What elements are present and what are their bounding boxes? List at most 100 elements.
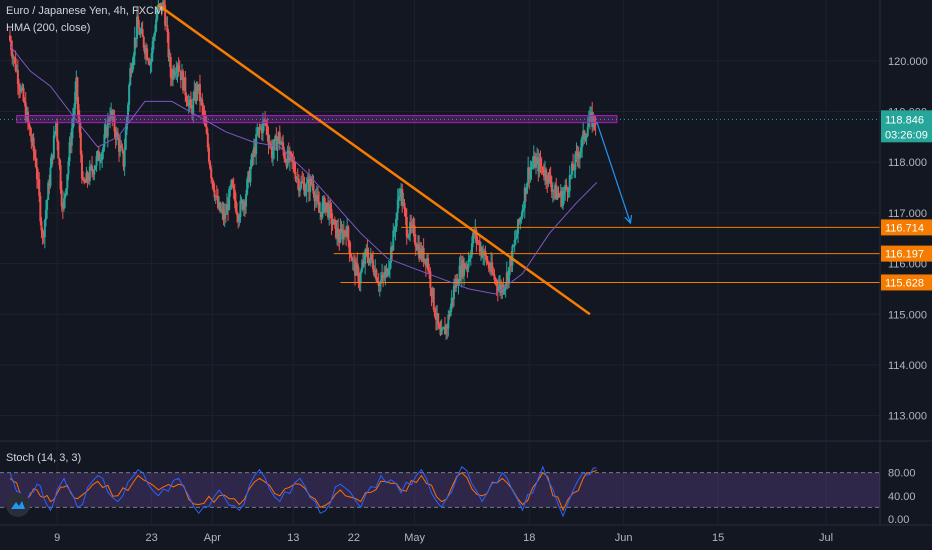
level-tag-label: 115.628 — [885, 277, 924, 289]
projection-arrow — [596, 121, 631, 224]
candle-body — [544, 169, 547, 177]
candle-body — [213, 189, 216, 198]
candle-body — [488, 268, 491, 271]
candle-body — [573, 169, 576, 171]
candle-body — [182, 71, 185, 91]
candle-body — [396, 199, 399, 214]
candle-body — [9, 35, 11, 41]
candle-body — [60, 189, 63, 207]
candle-body — [555, 184, 558, 200]
candle-body — [12, 57, 15, 59]
symbol-legend[interactable]: Euro / Japanese Yen, 4h, FXCM — [6, 5, 164, 17]
candle-body — [97, 151, 100, 161]
candle-body — [537, 157, 540, 172]
candle-body — [404, 209, 407, 218]
candle-body — [177, 65, 180, 70]
x-tick-label: 15 — [712, 532, 724, 544]
candle-body — [403, 202, 406, 210]
candle-body — [431, 288, 434, 297]
candle-body — [387, 269, 390, 276]
candle-body — [170, 77, 173, 80]
y-tick-label: 114.000 — [888, 360, 927, 372]
candle-body — [359, 272, 362, 284]
candle-body — [291, 153, 294, 160]
candle-body — [310, 178, 313, 185]
hma-legend[interactable]: HMA (200, close) — [6, 22, 91, 34]
candle-body — [106, 119, 109, 137]
y-tick-label: 118.000 — [888, 157, 927, 169]
candle-body — [412, 224, 415, 226]
tradingview-logo-icon[interactable] — [6, 493, 30, 517]
candle-body — [193, 90, 196, 99]
candle-body — [124, 129, 127, 150]
candle-body — [578, 152, 581, 159]
candle-body — [539, 159, 542, 166]
candle-body — [180, 71, 183, 80]
candle-body — [351, 260, 354, 262]
candle-body — [475, 230, 478, 241]
candle-body — [504, 283, 507, 288]
candle-body — [550, 184, 553, 192]
candle-body — [258, 127, 261, 129]
candle-body — [175, 72, 178, 74]
candle-body — [450, 297, 453, 307]
candle-body — [96, 151, 99, 157]
candle-body — [279, 143, 282, 145]
candle-body — [179, 71, 182, 80]
candle-body — [241, 200, 244, 210]
candle-body — [207, 147, 210, 162]
candle-body — [318, 202, 321, 213]
candle-body — [586, 127, 589, 137]
candle-body — [264, 119, 267, 122]
candle-body — [563, 190, 566, 196]
candle-body — [261, 121, 264, 134]
candle-body — [470, 243, 473, 256]
candle-body — [585, 136, 588, 138]
stoch-legend[interactable]: Stoch (14, 3, 3) — [6, 452, 82, 464]
candle-body — [274, 136, 277, 140]
stochastic-pane: 80.00 40.00 0.00 — [0, 440, 932, 526]
candle-body — [250, 154, 253, 167]
candle-body — [382, 274, 385, 277]
x-tick-label: 23 — [145, 532, 157, 544]
candle-body — [383, 276, 386, 278]
candle-body — [463, 263, 466, 276]
candle-body — [566, 187, 569, 193]
candle-body — [546, 180, 549, 184]
candle-body — [388, 262, 391, 270]
candle-body — [496, 286, 499, 291]
candle-body — [378, 283, 381, 287]
candle-body — [53, 131, 56, 136]
candle-body — [32, 137, 35, 152]
candle-body — [365, 248, 368, 251]
y-tick-label: 117.000 — [888, 208, 927, 220]
candle-body — [323, 197, 326, 213]
candle-body — [336, 228, 339, 238]
candle-body — [433, 309, 436, 317]
candle-body — [532, 156, 535, 166]
candle-body — [408, 234, 411, 238]
candle-body — [151, 40, 154, 54]
candle-body — [384, 271, 387, 278]
candle-body — [582, 130, 585, 137]
candle-body — [169, 57, 172, 78]
candle-body — [447, 314, 450, 329]
candle-body — [79, 132, 82, 155]
candle-body — [364, 250, 367, 264]
candle-body — [88, 166, 91, 182]
candle-body — [159, 3, 162, 5]
candle-body — [307, 179, 310, 193]
candle-body — [459, 265, 462, 278]
candle-body — [286, 150, 289, 167]
candle-body — [567, 190, 570, 193]
candle-body — [62, 198, 65, 209]
candle-body — [26, 111, 29, 122]
candle-body — [23, 100, 26, 103]
candle-body — [11, 50, 14, 59]
candle-body — [30, 135, 33, 142]
candle-body — [368, 258, 371, 264]
candle-body — [406, 236, 409, 238]
candle-body — [252, 147, 255, 157]
candle-body — [21, 87, 24, 89]
